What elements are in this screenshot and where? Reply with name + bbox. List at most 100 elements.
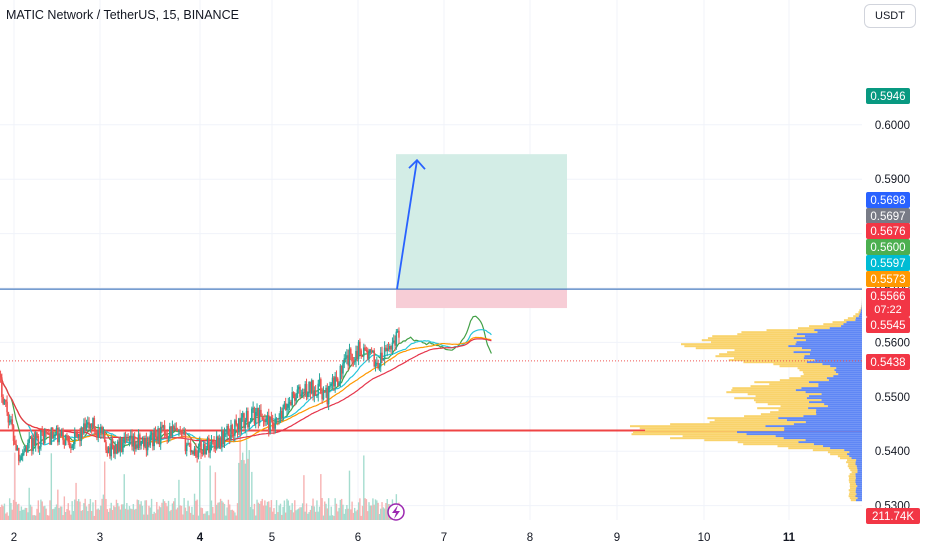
volume-bar (28, 487, 30, 520)
candle (335, 370, 338, 382)
vp-level-sell (805, 439, 862, 442)
candle (273, 422, 275, 435)
candle (219, 436, 222, 450)
volume-bar (173, 501, 175, 520)
candle (53, 431, 55, 442)
candle (279, 406, 282, 424)
candle (370, 347, 373, 355)
candle (258, 405, 261, 427)
candle (293, 392, 296, 407)
candle (312, 379, 314, 401)
volume-bar (210, 500, 213, 520)
price-label: 0.5597 (866, 255, 910, 271)
position-zones (396, 154, 567, 309)
candle (287, 397, 290, 414)
currency-selector[interactable]: USDT (864, 4, 916, 28)
candle (98, 427, 101, 438)
vp-level-sell (801, 387, 862, 390)
volume-bar (32, 515, 34, 520)
candle (217, 435, 219, 449)
volume-bar (150, 498, 153, 520)
vp-level-sell (823, 445, 862, 448)
candle (374, 359, 377, 372)
candle (221, 426, 223, 452)
volume-bar (90, 510, 93, 520)
candle (365, 346, 368, 353)
volume-bar (58, 508, 60, 520)
candle (123, 432, 126, 448)
vp-level-sell (857, 485, 862, 488)
volume-bar (277, 512, 279, 520)
volume-bar (118, 506, 120, 520)
vp-level-buy (633, 431, 738, 434)
vp-level-buy (849, 485, 858, 488)
candle (144, 435, 146, 449)
volume-bar (365, 499, 368, 520)
candle (266, 411, 269, 425)
volume-bar (208, 515, 210, 520)
candle (109, 443, 111, 459)
vp-level-sell (804, 355, 862, 358)
volume-bar (191, 506, 193, 520)
volume-bar (178, 479, 180, 520)
vp-level-sell (821, 399, 862, 402)
volume-bar (42, 506, 45, 520)
candle (47, 428, 50, 436)
vp-level-buy (843, 319, 856, 322)
candle (269, 416, 271, 435)
volume-bar (49, 500, 51, 520)
candle (116, 439, 119, 455)
candle (379, 347, 382, 373)
vp-level-buy (840, 457, 852, 460)
volume-bar (71, 501, 73, 520)
vp-level-buy (757, 407, 809, 410)
volume-bar (169, 511, 171, 520)
vp-level-sell (855, 483, 862, 486)
volume-bar (46, 515, 49, 520)
volume-bar (64, 512, 67, 520)
candle (51, 427, 54, 439)
vp-level-sell (805, 421, 862, 424)
vp-level-sell (855, 461, 862, 464)
volume-bar (156, 501, 158, 520)
volume-bar (44, 505, 46, 520)
vp-level-sell (796, 341, 862, 344)
volume-bar (290, 509, 292, 520)
volume-bar (59, 506, 62, 520)
candle (139, 432, 141, 451)
candle (274, 413, 277, 434)
candle (310, 378, 313, 395)
price-label: 0.5573 (866, 271, 910, 287)
volume-bar (219, 498, 222, 520)
volume-bar (244, 463, 247, 520)
volume-bar (48, 515, 50, 520)
volume-bar (305, 503, 308, 520)
candle (342, 359, 344, 378)
vp-level-sell (795, 389, 862, 392)
x-tick-label: 5 (269, 532, 275, 544)
vp-level-sell (843, 323, 862, 326)
candle (247, 407, 249, 430)
x-tick-label: 11 (783, 532, 796, 544)
candle (45, 428, 47, 438)
volume-bar (163, 501, 166, 520)
candle (150, 431, 153, 441)
candle (64, 434, 67, 446)
volume-bar (133, 509, 136, 520)
candle (368, 348, 370, 363)
vp-level-sell (830, 447, 862, 450)
volume-bar (334, 498, 336, 520)
x-tick-label: 4 (197, 532, 204, 544)
x-tick-label: 8 (527, 532, 533, 544)
vp-level-sell (835, 371, 862, 374)
price-label: 0.5600 (866, 239, 910, 255)
svg-text:0.5697: 0.5697 (870, 211, 905, 223)
candle (301, 388, 304, 398)
volume-bar (77, 499, 80, 520)
volume-bar (268, 501, 270, 520)
candle (161, 421, 163, 433)
candle (107, 446, 110, 454)
volume-bar (158, 506, 161, 520)
volume-bar (110, 502, 112, 520)
